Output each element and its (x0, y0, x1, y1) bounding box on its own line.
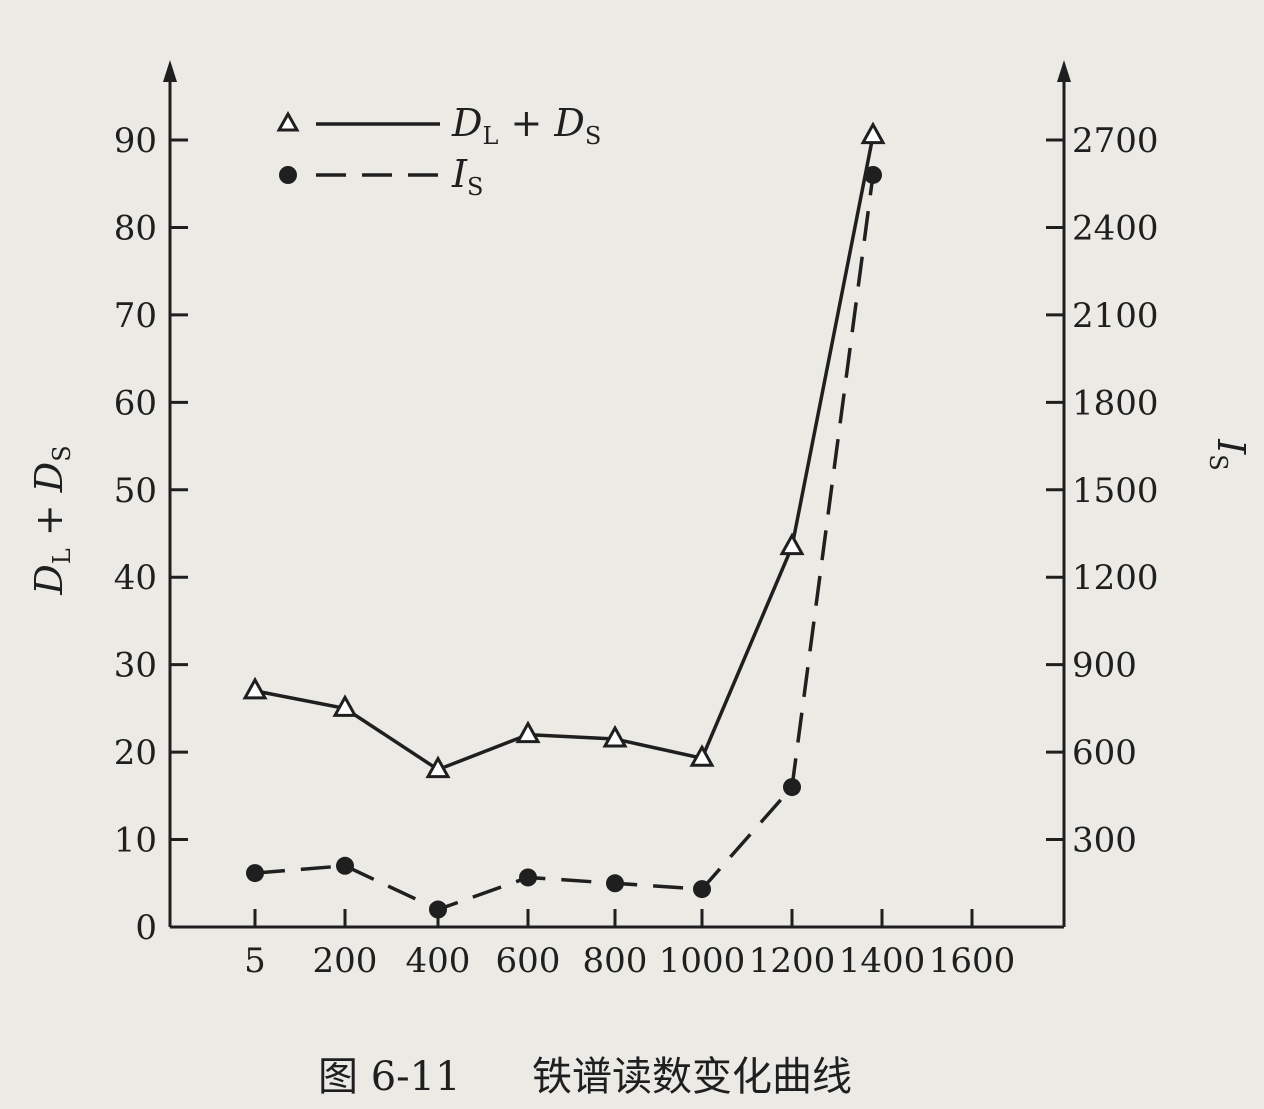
legend-dot-marker (279, 166, 297, 184)
y-left-tick-label: 50 (114, 471, 157, 511)
figure-title: 铁谱读数变化曲线 (532, 1054, 852, 1100)
data-point-dot (336, 856, 354, 875)
x-tick-label: 200 (313, 941, 378, 981)
data-point-triangle (515, 720, 541, 744)
y-right-tick-label: 1800 (1072, 383, 1159, 423)
series-markers-is (246, 165, 882, 919)
data-point-dot (246, 864, 264, 883)
y-right-ticks: 300 600 900 1200 1500 1800 2100 2400 2700 (1046, 121, 1159, 861)
x-tick-label: 1600 (929, 941, 1016, 981)
data-point-triangle (332, 694, 358, 717)
x-tick-label: 5 (244, 941, 266, 981)
svg-text:DL + DS: DL + DS (27, 445, 76, 595)
y-left-tick-label: 70 (114, 296, 157, 336)
legend: DL + DS IS (276, 101, 601, 201)
y-right-tick-label: 600 (1072, 733, 1137, 773)
data-point-dot (693, 880, 711, 899)
data-point-dot (519, 868, 537, 887)
x-tick-label: 1400 (839, 941, 926, 981)
x-ticks: 5 200 400 600 800 1000 1200 1400 1600 (244, 909, 1015, 981)
data-point-triangle (779, 532, 805, 556)
y-left-tick-label: 10 (114, 821, 157, 861)
y-left-tick-label: 0 (135, 908, 157, 948)
y-right-tick-label: 1500 (1072, 471, 1159, 511)
y-right-tick-label: 2700 (1072, 121, 1159, 161)
y-left-tick-label: 90 (114, 121, 157, 161)
legend-label-is: IS (451, 152, 483, 201)
legend-label-dl-ds: DL + DS (451, 101, 601, 150)
svg-text:IS: IS (1204, 438, 1253, 470)
x-tick-label: 400 (406, 941, 471, 981)
y-right-tick-label: 2400 (1072, 208, 1159, 248)
x-tick-label: 1000 (659, 941, 746, 981)
x-tick-label: 600 (496, 941, 561, 981)
series-markers-dl-ds (242, 121, 886, 779)
y-axis-left-arrow (163, 60, 177, 82)
figure-number: 图 6-11 (318, 1054, 461, 1100)
x-tick-label: 1200 (749, 941, 836, 981)
y-left-tick-label: 40 (114, 558, 157, 598)
series-line-dl-ds (254, 135, 875, 772)
data-point-triangle (860, 121, 886, 145)
y-right-tick-label: 2100 (1072, 296, 1159, 336)
legend-triangle-marker (276, 110, 300, 132)
data-point-dot (606, 874, 624, 893)
y-right-tick-label: 1200 (1072, 558, 1159, 598)
y-right-tick-label: 900 (1072, 646, 1137, 686)
data-point-dot (864, 165, 882, 184)
y-left-label: DL + DS (27, 445, 76, 595)
y-left-tick-label: 80 (114, 208, 157, 248)
x-tick-label: 800 (583, 941, 648, 981)
data-point-dot (783, 778, 801, 797)
data-point-triangle (602, 724, 628, 748)
y-left-ticks: 0 10 20 30 40 50 60 70 80 90 (114, 121, 188, 948)
data-point-triangle (425, 755, 451, 779)
y-left-tick-label: 20 (114, 733, 157, 773)
data-point-triangle (242, 676, 268, 700)
series-line-is (254, 174, 875, 912)
y-left-tick-label: 60 (114, 383, 157, 423)
y-left-tick-label: 30 (114, 646, 157, 686)
data-point-triangle (689, 744, 715, 767)
y-right-tick-label: 300 (1072, 821, 1137, 861)
y-axis-right-arrow (1057, 60, 1071, 82)
data-point-dot (429, 900, 447, 919)
y-right-label: IS (1204, 438, 1253, 470)
